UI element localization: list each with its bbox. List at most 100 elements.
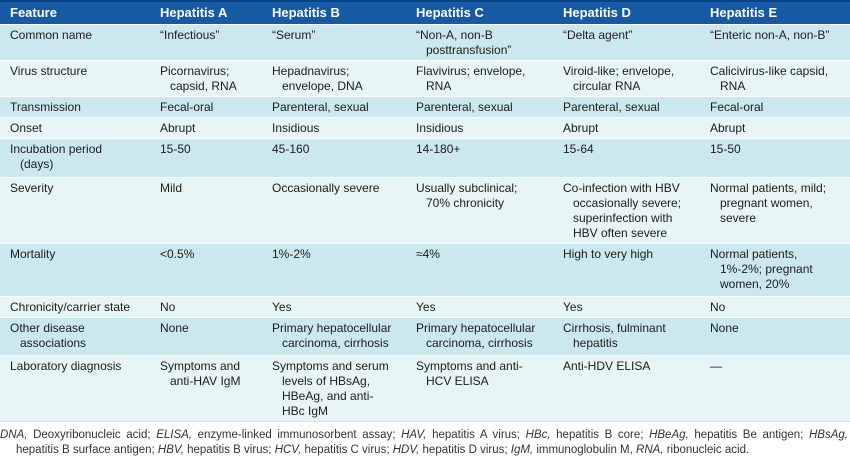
column-header-hepatitis-d: Hepatitis D [553, 0, 700, 25]
value-cell: Parenteral, sexual [406, 96, 553, 118]
column-header-hepatitis-e: Hepatitis E [700, 0, 850, 25]
footnote-abbreviation: HAV, [401, 429, 427, 441]
footnote-text: hepatitis Be antigen; [688, 429, 809, 441]
footnote-abbreviation: HDV, [392, 443, 420, 456]
value-cell: 14-180+ [406, 138, 553, 178]
footnote-abbreviation: HBsAg, [809, 429, 848, 441]
footnote-abbreviation: HBV, [157, 443, 184, 456]
value-cell: Parenteral, sexual [262, 96, 406, 118]
value-cell: “Infectious” [150, 24, 262, 61]
footnote-text: hepatitis B virus; [183, 443, 275, 456]
value-cell: Occasionally severe [262, 177, 406, 244]
table-row: Laboratory diagnosis Symptoms and anti-HA… [0, 355, 850, 422]
table-row: Other disease associations None Primary he… [0, 317, 850, 356]
table-row: Virus structure Picornavirus; capsid, RNA… [0, 60, 850, 97]
table-row: Severity Mild Occasionally severe Usually s… [0, 177, 850, 244]
table-row: Mortality <0.5% 1%-2% ≈4% High to very high N… [0, 243, 850, 297]
value-cell: <0.5% [150, 243, 262, 297]
footnote-abbreviation: IgM, [510, 443, 534, 456]
value-cell: Normal patients, 1%-2%; pregnant women, … [700, 243, 850, 297]
value-cell: Normal patients, mild; pregnant women, s… [700, 177, 850, 244]
value-cell: Picornavirus; capsid, RNA [150, 60, 262, 97]
value-cell: 45-160 [262, 138, 406, 178]
value-cell: Flavivirus; envelope, RNA [406, 60, 553, 97]
value-cell: No [700, 296, 850, 318]
footnote-abbreviation: DNA, [0, 429, 28, 441]
value-cell: “Serum” [262, 24, 406, 61]
value-cell: No [150, 296, 262, 318]
value-cell: None [150, 317, 262, 356]
feature-cell: Other disease associations [0, 317, 150, 356]
value-cell: 1%-2% [262, 243, 406, 297]
value-cell: Yes [553, 296, 700, 318]
value-cell: Symptoms and anti- HCV ELISA [406, 355, 553, 422]
column-header-hepatitis-a: Hepatitis A [150, 0, 262, 25]
value-cell: Yes [262, 296, 406, 318]
value-cell: “Non-A, non-B posttransfusion” [406, 24, 553, 61]
footnote-text: ribonucleic acid. [663, 443, 750, 456]
feature-cell: Laboratory diagnosis [0, 355, 150, 422]
feature-cell: Chronicity/carrier state [0, 296, 150, 318]
value-cell: Fecal-oral [700, 96, 850, 118]
footnote-text: hepatitis D virus; [419, 443, 511, 456]
footnote-abbreviation: HBeAg, [649, 429, 689, 441]
hepatitis-comparison-table: Feature Hepatitis A Hepatitis B Hepatitis C… [0, 0, 850, 422]
table-row: Incubation period (days) 15-50 45-160 14-18… [0, 138, 850, 178]
feature-cell: Transmission [0, 96, 150, 118]
value-cell: Symptoms and anti-HAV IgM [150, 355, 262, 422]
feature-cell: Incubation period (days) [0, 138, 150, 178]
column-header-hepatitis-b: Hepatitis B [262, 0, 406, 25]
table-row: Onset Abrupt Insidious Insidious Abrupt Abrup… [0, 117, 850, 139]
value-cell: Insidious [262, 117, 406, 139]
value-cell: Anti-HDV ELISA [553, 355, 700, 422]
feature-cell: Severity [0, 177, 150, 244]
value-cell: Abrupt [553, 117, 700, 139]
footnote-text: hepatitis B core; [550, 429, 650, 441]
value-cell: Calicivirus-like capsid, RNA [700, 60, 850, 97]
value-cell: Abrupt [150, 117, 262, 139]
feature-cell: Mortality [0, 243, 150, 297]
table-body: Common name “Infectious” “Serum” “Non-A, no… [0, 24, 850, 422]
value-cell: ≈4% [406, 243, 553, 297]
value-cell: Co-infection with HBV occasionally sever… [553, 177, 700, 244]
value-cell: Abrupt [700, 117, 850, 139]
feature-cell: Onset [0, 117, 150, 139]
footnote-abbreviation: RNA, [636, 443, 664, 456]
footnote-text: hepatitis B surface antigen; [16, 443, 158, 456]
value-cell: Fecal-oral [150, 96, 262, 118]
value-cell: “Delta agent” [553, 24, 700, 61]
value-cell: — [700, 355, 850, 422]
table-row: Transmission Fecal-oral Parenteral, sexual… [0, 96, 850, 118]
value-cell: Hepadnavirus; envelope, DNA [262, 60, 406, 97]
feature-cell: Virus structure [0, 60, 150, 97]
feature-cell: Common name [0, 24, 150, 61]
value-cell: Mild [150, 177, 262, 244]
value-cell: “Enteric non-A, non-B” [700, 24, 850, 61]
footnote-abbreviation: ELISA, [156, 429, 192, 441]
table-header-row: Feature Hepatitis A Hepatitis B Hepatitis C… [0, 0, 850, 25]
footnote-text: immunoglobulin M, [533, 443, 637, 456]
footnote-abbreviation: HCV, [274, 443, 302, 456]
value-cell: Usually subclinical; 70% chronicity [406, 177, 553, 244]
value-cell: Yes [406, 296, 553, 318]
footnote-text: enzyme-linked immunosorbent assay; [192, 429, 402, 441]
footnote-abbreviation: HBc, [525, 429, 551, 441]
value-cell: High to very high [553, 243, 700, 297]
abbreviation-footnote: DNA, Deoxyribonucleic acid; ELISA, enzym… [0, 428, 850, 457]
table-row: Common name “Infectious” “Serum” “Non-A, no… [0, 24, 850, 61]
value-cell: 15-64 [553, 138, 700, 178]
footnote-text: hepatitis C virus; [301, 443, 393, 456]
column-header-hepatitis-c: Hepatitis C [406, 0, 553, 25]
value-cell: Primary hepatocellular carcinoma, cirrho… [262, 317, 406, 356]
value-cell: Symptoms and serum levels of HBsAg, HBeA… [262, 355, 406, 422]
value-cell: Cirrhosis, fulminant hepatitis [553, 317, 700, 356]
column-header-feature: Feature [0, 0, 150, 25]
footnote-text: hepatitis A virus; [426, 429, 526, 441]
value-cell: Viroid-like; envelope, circular RNA [553, 60, 700, 97]
value-cell: Parenteral, sexual [553, 96, 700, 118]
value-cell: None [700, 317, 850, 356]
value-cell: 15-50 [700, 138, 850, 178]
value-cell: 15-50 [150, 138, 262, 178]
table-row: Chronicity/carrier state No Yes Yes Yes No [0, 296, 850, 318]
footnote-text: Deoxyribonucleic acid; [27, 429, 157, 441]
